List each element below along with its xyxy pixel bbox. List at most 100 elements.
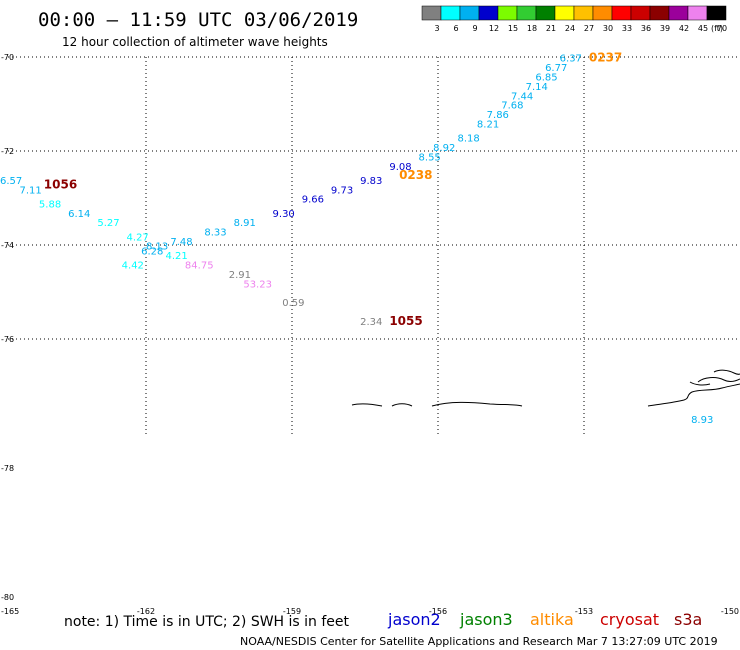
color-scale-label: 45 [698,24,708,33]
color-swatch [573,5,594,21]
pass-time-label: 1055 [389,314,422,328]
lat-tick-label: -76 [1,335,14,344]
satellite-legend: jason2 jason3 altika cryosat s3a [387,610,702,629]
swh-point: 5.88 [39,199,61,210]
swh-point: 8.33 [204,228,226,239]
swh-point: 7.44 [511,91,533,102]
swh-point: 9.08 [389,162,411,173]
swh-point: 9.66 [302,195,324,206]
color-scale-label: 21 [546,24,556,33]
swh-point: 7.48 [170,237,192,248]
color-scale-label: 33 [622,24,632,33]
legend-jason2: jason2 [387,610,441,629]
color-swatch [668,5,689,21]
lon-tick-label: -165 [1,607,19,616]
swh-point: 53.23 [243,279,272,290]
color-swatch [592,5,613,21]
color-scale-label: 24 [565,24,575,33]
pass-time-labels: 0237 0238 1056 1055 [44,51,622,328]
axis-ticks: -70 -72 -74 -76 -78 -80 -165 -162 -159 -156 -153 -1… [1,53,739,616]
pass-time-label: 0238 [399,168,432,182]
swh-point: 8.92 [433,143,455,154]
lat-tick-label: -80 [1,593,14,602]
swh-point: 4.21 [165,251,187,262]
swh-point: 0.59 [282,298,304,309]
color-scale-label: 6 [453,24,458,33]
chart-title: 00:00 – 11:59 UTC 03/06/2019 [38,9,358,31]
swh-point: 8.91 [234,218,256,229]
color-swatch [440,5,461,21]
color-swatch [630,5,651,21]
swh-point: 4.42 [122,261,144,272]
swh-point: 6.57 [0,176,22,187]
lat-tick-label: -74 [1,241,14,250]
chart-subtitle: 12 hour collection of altimeter wave hei… [62,35,328,49]
legend-s3a: s3a [674,610,702,629]
color-swatch [516,5,537,21]
lat-tick-label: -70 [1,53,14,62]
color-scale-label: 30 [603,24,613,33]
lat-tick-label: -78 [1,464,14,473]
lat-tick-label: -72 [1,147,14,156]
swh-point: 7.11 [19,185,41,196]
antarctic-coastline [351,369,740,407]
color-swatch [421,5,442,21]
footer-note: note: 1) Time is in UTC; 2) SWH is in fe… [64,614,350,630]
swh-point: 6.77 [545,63,567,74]
lon-tick-label: -156 [429,607,447,616]
color-scale-label: 3 [434,24,439,33]
swh-point: 5.27 [97,218,119,229]
color-swatch [535,5,556,21]
swh-point: 6.28 [141,246,163,257]
pass-time-label: 0237 [589,51,622,65]
swh-point: 8.93 [691,415,713,426]
swh-point: 6.14 [68,209,90,220]
color-scale-label: 15 [508,24,518,33]
swh-point: 4.27 [127,232,149,243]
legend-altika: altika [530,610,574,629]
swh-point: 9.73 [331,185,353,196]
swh-point: 7.68 [501,101,523,112]
wave-height-points: 6.376.776.857.147.447.687.868.21 8.188.92… [0,54,713,426]
color-scale-label: 9 [472,24,477,33]
color-scale-label: 18 [527,24,537,33]
swh-point: 7.86 [487,110,509,121]
swh-point: 8.13 [146,242,168,253]
swh-point: 2.34 [360,317,382,328]
pass-time-label: 1056 [44,178,77,192]
color-scale-label: 39 [660,24,670,33]
lon-tick-label: -162 [137,607,155,616]
color-scale-label: 70 [717,24,727,33]
color-scale-label: 36 [641,24,651,33]
lon-tick-label: -150 [721,607,739,616]
swh-point: 84.75 [185,261,214,272]
color-swatch [478,5,499,21]
color-swatch [649,5,670,21]
swh-point: 2.91 [229,270,251,281]
swh-point: 8.21 [477,120,499,131]
swh-point: 9.83 [360,176,382,187]
legend-cryosat: cryosat [600,610,659,629]
color-scale-unit: (ft) [711,24,723,33]
lon-tick-label: -153 [575,607,593,616]
lat-lon-grid [8,56,740,436]
swh-point: 6.37 [560,54,582,65]
swh-point: 9.30 [273,209,295,220]
swh-point: 6.85 [535,73,557,84]
color-scale-label: 27 [584,24,594,33]
color-scale-legend: 3 6 9 12 15 18 21 24 27 30 33 36 39 42 45 70 [421,5,727,33]
color-scale-label: 12 [489,24,499,33]
color-swatch [459,5,480,21]
color-swatch [706,5,727,21]
color-scale-label: 42 [679,24,689,33]
legend-jason3: jason3 [459,610,513,629]
lon-tick-label: -159 [283,607,301,616]
color-swatch [611,5,632,21]
swh-point: 7.14 [526,82,548,93]
color-swatch [687,5,708,21]
footer-credit: NOAA/NESDIS Center for Satellite Applica… [240,635,718,648]
color-swatch [497,5,518,21]
swh-point: 8.18 [457,134,479,145]
